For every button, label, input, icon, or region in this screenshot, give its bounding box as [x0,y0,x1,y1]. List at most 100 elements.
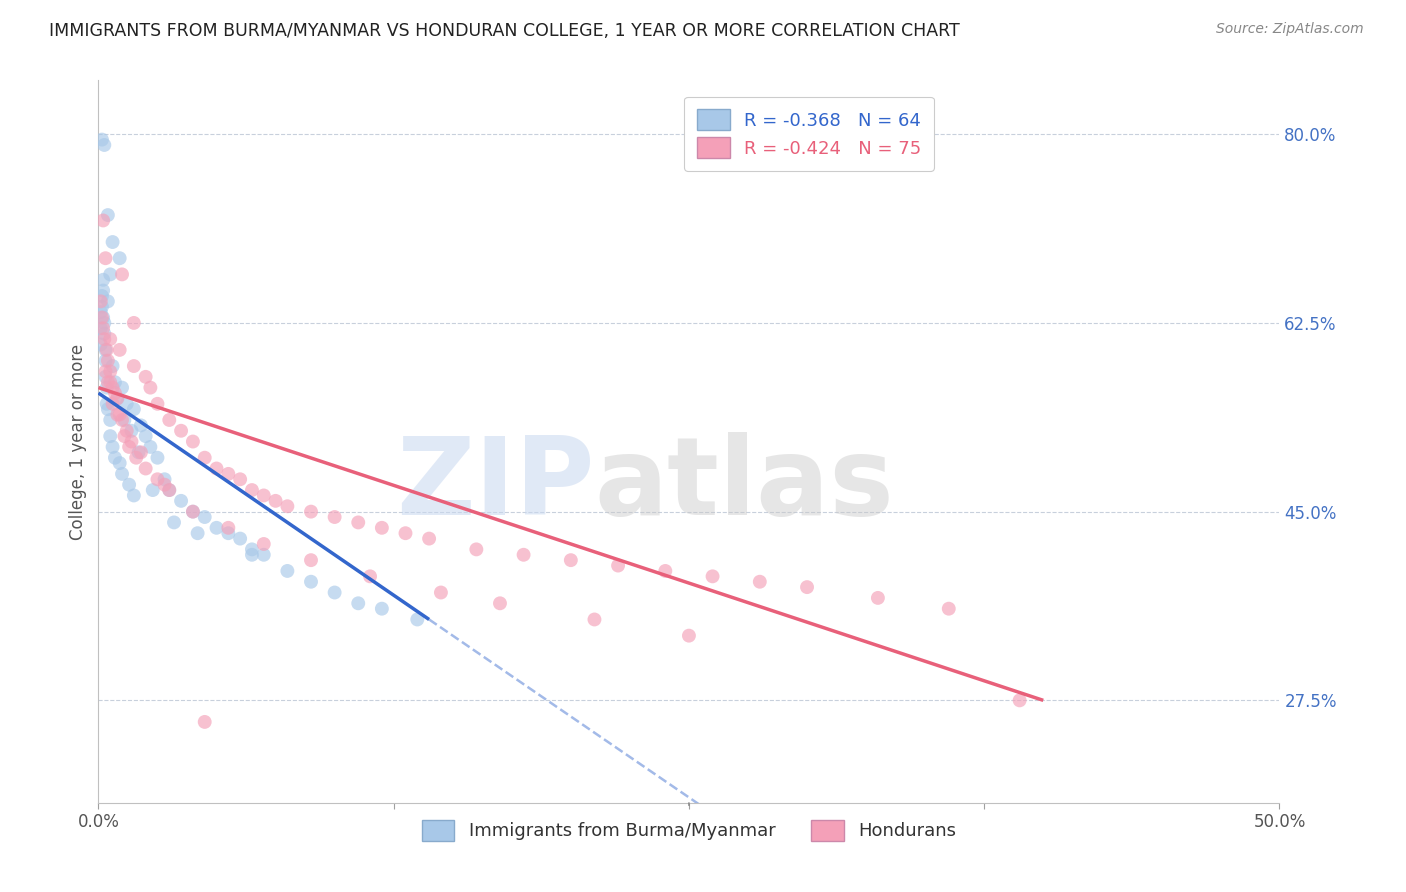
Point [163,516,186,530]
Point [118,440,141,454]
Point [253,488,276,502]
Point [217,526,239,541]
Point [796,580,818,594]
Text: atlas: atlas [595,432,894,538]
Text: Source: ZipAtlas.com: Source: ZipAtlas.com [1216,22,1364,37]
Point [104,376,127,390]
Point [96,343,118,357]
Text: ZIP: ZIP [396,432,595,538]
Point [115,397,138,411]
Point [323,510,346,524]
Point [181,434,204,449]
Point [146,450,169,465]
Point [112,429,135,443]
Point [187,526,209,541]
Point [96,397,118,411]
Point [111,467,134,481]
Point [299,553,322,567]
Point [93,138,115,153]
Point [406,612,429,626]
Point [253,537,276,551]
Point [194,510,217,524]
Point [347,596,370,610]
Point [93,326,115,341]
Point [94,369,117,384]
Point [135,461,157,475]
Point [104,386,127,401]
Point [111,268,134,282]
Point [108,343,131,357]
Point [157,413,180,427]
Point [115,424,138,438]
Point [418,532,440,546]
Point [94,251,117,265]
Point [205,521,228,535]
Point [217,467,239,481]
Point [122,488,145,502]
Point [94,343,117,357]
Point [194,714,217,729]
Point [146,397,169,411]
Point [276,564,298,578]
Point [240,548,263,562]
Point [90,294,112,309]
Point [181,505,204,519]
Point [93,316,115,330]
Point [121,434,143,449]
Point [121,424,143,438]
Point [98,268,121,282]
Point [90,337,112,351]
Point [253,548,276,562]
Point [97,294,120,309]
Point [394,526,416,541]
Point [607,558,630,573]
Point [359,569,381,583]
Point [465,542,488,557]
Point [654,564,676,578]
Point [583,612,606,626]
Point [229,532,252,546]
Point [299,574,322,589]
Point [101,359,124,373]
Point [323,585,346,599]
Point [139,381,162,395]
Point [938,601,960,615]
Point [108,408,131,422]
Point [108,251,131,265]
Point [135,429,157,443]
Point [122,402,145,417]
Point [1008,693,1031,707]
Point [91,273,114,287]
Point [146,472,169,486]
Point [98,364,121,378]
Point [91,289,114,303]
Point [93,332,115,346]
Point [264,493,287,508]
Point [125,450,148,465]
Point [91,300,114,314]
Point [139,440,162,454]
Point [101,235,124,249]
Point [170,493,193,508]
Point [105,408,128,422]
Point [371,521,394,535]
Point [489,596,512,610]
Legend: Immigrants from Burma/Myanmar, Hondurans: Immigrants from Burma/Myanmar, Hondurans [415,813,963,848]
Point [229,472,252,486]
Y-axis label: College, 1 year or more: College, 1 year or more [69,343,87,540]
Point [111,381,134,395]
Point [97,402,120,417]
Point [181,505,204,519]
Point [101,440,124,454]
Point [111,413,134,427]
Point [91,213,114,227]
Point [118,477,141,491]
Point [153,472,176,486]
Point [205,461,228,475]
Point [678,629,700,643]
Point [276,500,298,514]
Point [94,353,117,368]
Point [97,353,120,368]
Point [97,376,120,390]
Point [135,369,157,384]
